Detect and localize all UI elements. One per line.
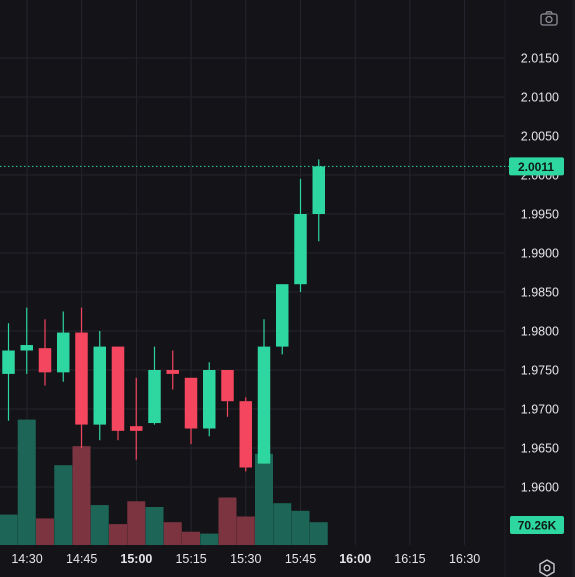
last-price-badge: 2.0011 [509, 157, 564, 176]
candle-body [111, 346, 125, 431]
volume-bar [163, 522, 182, 545]
volume-bar [0, 514, 18, 545]
volume-bar [127, 501, 146, 545]
candle[interactable] [75, 307, 88, 448]
candle-body [57, 332, 70, 373]
candle-body [276, 284, 289, 347]
candle[interactable] [130, 377, 143, 460]
camera-icon[interactable] [540, 11, 558, 26]
candle[interactable] [184, 377, 198, 445]
candle-body [93, 346, 106, 425]
volume-bar [90, 505, 109, 545]
candle-body [203, 370, 216, 429]
candle[interactable] [148, 346, 161, 425]
time-tick-label: 15:30 [230, 552, 261, 566]
volume-bar [218, 497, 237, 545]
volume-badge: 70.26K [510, 516, 564, 534]
candle-body [130, 426, 143, 431]
time-tick-label: 16:00 [339, 552, 371, 566]
time-tick-label: 15:45 [285, 552, 316, 566]
candle[interactable] [38, 319, 52, 386]
candle-body [148, 370, 161, 424]
candle-body [221, 370, 234, 402]
candle[interactable] [257, 319, 271, 464]
candle[interactable] [312, 159, 326, 242]
volume-bar [145, 507, 164, 545]
candle-body [2, 350, 15, 374]
volume-bar [273, 503, 292, 545]
volume-bar [72, 446, 91, 545]
price-axis[interactable]: 2.01502.01002.00502.00001.99501.99001.98… [521, 52, 559, 495]
candle[interactable] [294, 178, 307, 292]
time-axis[interactable]: 14:30 14:45 15:00 15:15 15:30 15:45 16:00 16:15… [11, 552, 480, 566]
price-tick-label: 2.0150 [521, 52, 559, 66]
volume-bar [182, 531, 200, 545]
time-tick-label: 14:30 [11, 552, 42, 566]
candle-body [312, 166, 325, 214]
price-tick-label: 1.9850 [521, 286, 559, 300]
volume-bars [0, 419, 328, 545]
candle[interactable] [93, 331, 107, 441]
candle[interactable] [203, 362, 216, 437]
price-tick-label: 1.9900 [521, 247, 559, 261]
price-tick-label: 1.9700 [521, 403, 559, 417]
volume-bar [54, 465, 73, 545]
price-tick-label: 2.0100 [521, 91, 559, 105]
candle[interactable] [239, 397, 253, 472]
volume-bar [109, 524, 127, 545]
volume-bar [200, 533, 219, 545]
candle[interactable] [221, 370, 234, 417]
last-price-label: 2.0011 [518, 160, 554, 174]
candle-body [166, 370, 179, 374]
candles [2, 159, 326, 472]
right-pane-edge [572, 0, 575, 577]
price-tick-label: 1.9600 [521, 481, 559, 495]
volume-bar [255, 453, 273, 545]
time-tick-label: 16:30 [449, 552, 480, 566]
candle[interactable] [111, 346, 125, 441]
price-tick-label: 1.9800 [521, 325, 559, 339]
candle[interactable] [20, 307, 34, 374]
volume-bar [17, 419, 36, 545]
volume-bar [236, 516, 255, 545]
candle-body [294, 214, 307, 285]
volume-bar [36, 518, 54, 545]
candle-body [20, 345, 33, 351]
candle[interactable] [2, 323, 15, 421]
settings-icon[interactable] [539, 559, 555, 577]
time-tick-label: 15:15 [175, 552, 206, 566]
candle[interactable] [166, 350, 180, 390]
time-tick-label: 14:45 [66, 552, 97, 566]
time-tick-label: 16:15 [394, 552, 425, 566]
candle[interactable] [57, 311, 70, 382]
candle-body [257, 346, 271, 464]
price-tick-label: 1.9750 [521, 364, 559, 378]
time-tick-label: 15:00 [120, 552, 152, 566]
candle-body [75, 332, 88, 425]
volume-bar [309, 522, 328, 545]
candle-body [239, 401, 252, 468]
volume-bar [291, 510, 310, 545]
price-tick-label: 1.9650 [521, 442, 559, 456]
candle-body [38, 348, 52, 373]
price-tick-label: 1.9950 [521, 208, 559, 222]
candle-body [184, 377, 198, 429]
volume-label: 70.26K [518, 519, 557, 533]
price-tick-label: 2.0050 [521, 130, 559, 144]
candle[interactable] [276, 284, 289, 355]
